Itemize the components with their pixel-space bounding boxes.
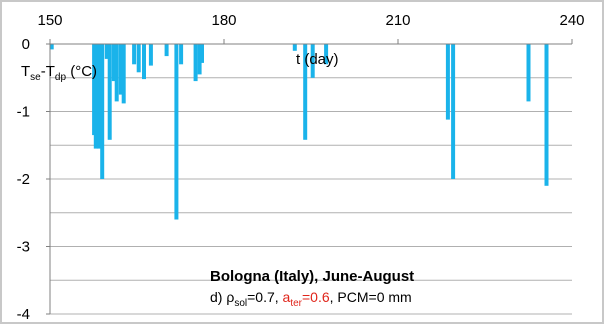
bar bbox=[142, 44, 146, 80]
x-tick-label: 150 bbox=[37, 12, 62, 29]
bar bbox=[118, 44, 123, 95]
x-tick-label: 240 bbox=[559, 12, 584, 29]
bar bbox=[193, 44, 198, 82]
y-axis-label: Tse-Tdp (°C) bbox=[21, 63, 97, 83]
y-tick-label: -4 bbox=[17, 306, 30, 323]
bar bbox=[324, 44, 329, 65]
y-tick-label: -1 bbox=[17, 104, 30, 121]
bar bbox=[526, 44, 531, 102]
bar bbox=[132, 44, 137, 65]
y-tick-label: 0 bbox=[22, 36, 30, 53]
bar bbox=[179, 44, 184, 65]
bar bbox=[100, 44, 105, 179]
chart-axes bbox=[46, 39, 573, 315]
bar bbox=[445, 44, 450, 120]
bar bbox=[49, 44, 54, 50]
y-tick-label: -2 bbox=[17, 171, 30, 188]
chart-tick-labels: 150 180 210 240 0 -1 -2 -3 -4 bbox=[17, 12, 585, 323]
bar bbox=[310, 44, 315, 78]
bar bbox=[197, 44, 202, 75]
bar bbox=[136, 44, 141, 73]
chart-subtitle: d) ρsol=0.7, ater=0.6, PCM=0 mm bbox=[210, 289, 412, 309]
bar bbox=[104, 44, 109, 59]
chart-title: Bologna (Italy), June-August bbox=[210, 268, 414, 285]
bar bbox=[97, 44, 102, 149]
x-tick-label: 210 bbox=[385, 12, 410, 29]
bar bbox=[544, 44, 549, 186]
bar bbox=[121, 44, 126, 104]
y-tick-label: -3 bbox=[17, 239, 30, 256]
bar bbox=[174, 44, 179, 220]
bar bbox=[111, 44, 116, 82]
bar bbox=[164, 44, 169, 57]
bar bbox=[114, 44, 119, 102]
bar bbox=[107, 44, 112, 140]
bar bbox=[303, 44, 308, 140]
x-tick-label: 180 bbox=[211, 12, 236, 29]
bar bbox=[200, 44, 204, 63]
x-axis-label: t (day) bbox=[296, 51, 339, 68]
chart-bars bbox=[49, 44, 549, 220]
bar bbox=[148, 44, 153, 66]
bar bbox=[292, 44, 297, 51]
bar bbox=[451, 44, 456, 179]
